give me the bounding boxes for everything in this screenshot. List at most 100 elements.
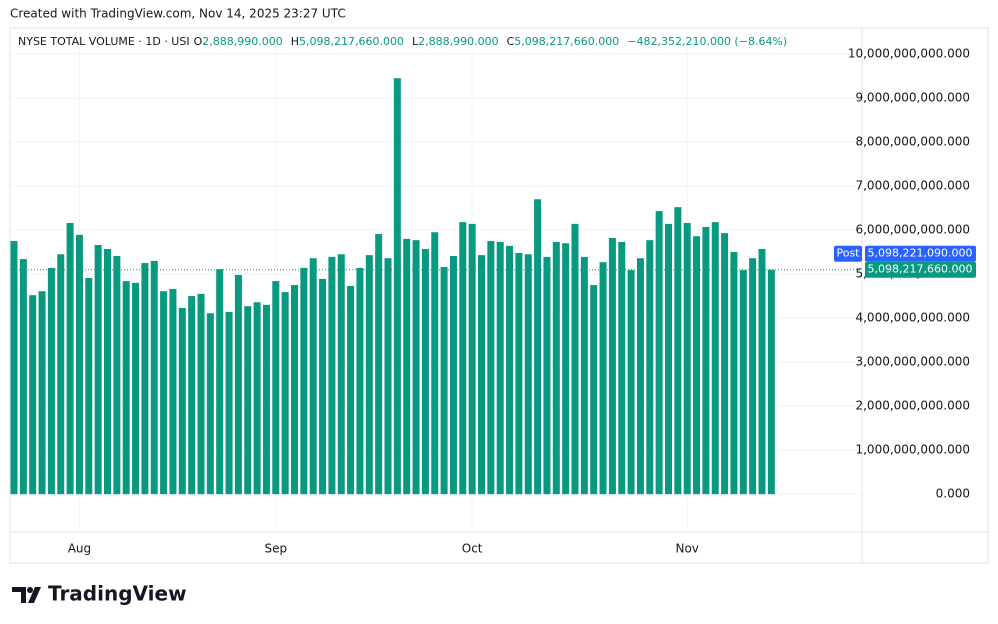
- x-tick-label: Oct: [462, 542, 483, 556]
- bar: [674, 207, 682, 495]
- bar: [534, 199, 542, 495]
- bar: [524, 254, 532, 495]
- legend-change: −482,352,210.000 (−8.64%): [627, 35, 787, 48]
- post-tag: Post: [836, 247, 860, 260]
- bar: [206, 313, 214, 495]
- bar: [244, 306, 252, 495]
- bar: [216, 269, 224, 495]
- bar: [571, 223, 579, 495]
- bar: [384, 258, 392, 495]
- legend-h: H: [291, 35, 299, 48]
- post-tag-bg: [834, 245, 862, 262]
- last-price-label: 5,098,217,660.000: [868, 263, 973, 276]
- x-tick-label: Nov: [675, 542, 698, 556]
- post-price-label: 5,098,221,090.000: [868, 247, 973, 260]
- bar: [57, 254, 65, 495]
- bar: [478, 255, 485, 495]
- bar: [272, 281, 280, 495]
- bar: [178, 307, 186, 495]
- legend-low: 2,888,990.000: [418, 35, 498, 48]
- bar: [347, 285, 355, 495]
- bar: [431, 232, 439, 495]
- logo-text: TradingView: [48, 582, 187, 606]
- bar: [169, 289, 177, 495]
- bar: [487, 241, 495, 495]
- bar: [767, 269, 775, 495]
- legend-c: C: [507, 35, 515, 48]
- bar: [412, 240, 420, 495]
- y-tick-label: 10,000,000,000.000: [848, 46, 970, 60]
- bar: [721, 233, 729, 495]
- bar: [113, 256, 121, 495]
- bar: [711, 222, 719, 495]
- bar: [365, 255, 373, 495]
- bar: [225, 311, 233, 495]
- y-tick-label: 3,000,000,000.000: [855, 355, 970, 369]
- bar: [552, 241, 560, 495]
- bar: [328, 256, 336, 495]
- legend-l: L: [412, 35, 419, 48]
- bar: [29, 295, 37, 495]
- legend-close: 5,098,217,660.000: [514, 35, 619, 48]
- legend: NYSE TOTAL VOLUME · 1D · USI O 2,888,990.0…: [18, 35, 787, 48]
- y-tick-label: 7,000,000,000.000: [855, 179, 970, 193]
- bar: [515, 252, 523, 495]
- bar: [281, 292, 289, 495]
- bar: [543, 256, 551, 495]
- bar: [10, 241, 18, 495]
- bar: [188, 296, 196, 495]
- bar: [104, 248, 111, 495]
- post-price-bg: [865, 245, 976, 262]
- y-tick-label: 6,000,000,000.000: [855, 223, 970, 237]
- created-note: Created with TradingView.com, Nov 14, 20…: [10, 7, 346, 21]
- bar: [132, 282, 140, 495]
- bar: [122, 281, 130, 495]
- bar: [141, 263, 149, 495]
- logo: TradingView: [12, 582, 187, 606]
- y-tick-label: 4,000,000,000.000: [855, 311, 970, 325]
- bar: [38, 291, 46, 495]
- bar: [665, 223, 672, 495]
- bar: [356, 267, 364, 495]
- bar: [627, 270, 635, 495]
- bar: [562, 243, 570, 495]
- bar: [75, 234, 83, 495]
- x-tick-label: Sep: [264, 542, 287, 556]
- bar: [309, 258, 317, 495]
- bar: [655, 211, 663, 495]
- bar: [421, 248, 429, 495]
- last-price-bg: [865, 261, 976, 278]
- bar: [375, 234, 383, 495]
- bar: [197, 293, 205, 495]
- plot: [10, 28, 862, 532]
- bar: [496, 241, 504, 495]
- bar: [636, 258, 644, 495]
- bar: [262, 304, 270, 495]
- y-tick-label: 1,000,000,000.000: [855, 443, 970, 457]
- bar: [403, 238, 411, 495]
- bar: [468, 223, 476, 495]
- y-tick-label: 9,000,000,000.000: [855, 90, 970, 104]
- bar: [94, 245, 102, 495]
- bar: [693, 236, 701, 495]
- bar: [150, 260, 158, 495]
- bar: [702, 226, 710, 495]
- logo-dot: [27, 587, 33, 593]
- bar: [739, 270, 747, 495]
- bar: [758, 248, 766, 495]
- bar: [506, 245, 514, 495]
- y-tick-label: 2,000,000,000.000: [855, 399, 970, 413]
- legend-symbol: NYSE TOTAL VOLUME · 1D · USI: [18, 35, 190, 48]
- bar: [300, 267, 308, 495]
- bar: [590, 285, 598, 495]
- y-tick-label: 0.000: [936, 487, 970, 501]
- bar: [19, 259, 27, 495]
- bar: [85, 278, 93, 495]
- legend-o: O: [194, 35, 203, 48]
- bar: [459, 222, 467, 495]
- bar: [234, 274, 242, 495]
- bar: [683, 222, 691, 495]
- bar: [66, 222, 74, 495]
- bar: [730, 252, 738, 495]
- logo-mark: [12, 587, 41, 603]
